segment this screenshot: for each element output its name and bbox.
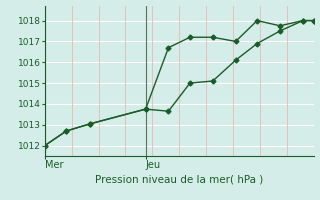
- X-axis label: Pression niveau de la mer( hPa ): Pression niveau de la mer( hPa ): [95, 174, 263, 184]
